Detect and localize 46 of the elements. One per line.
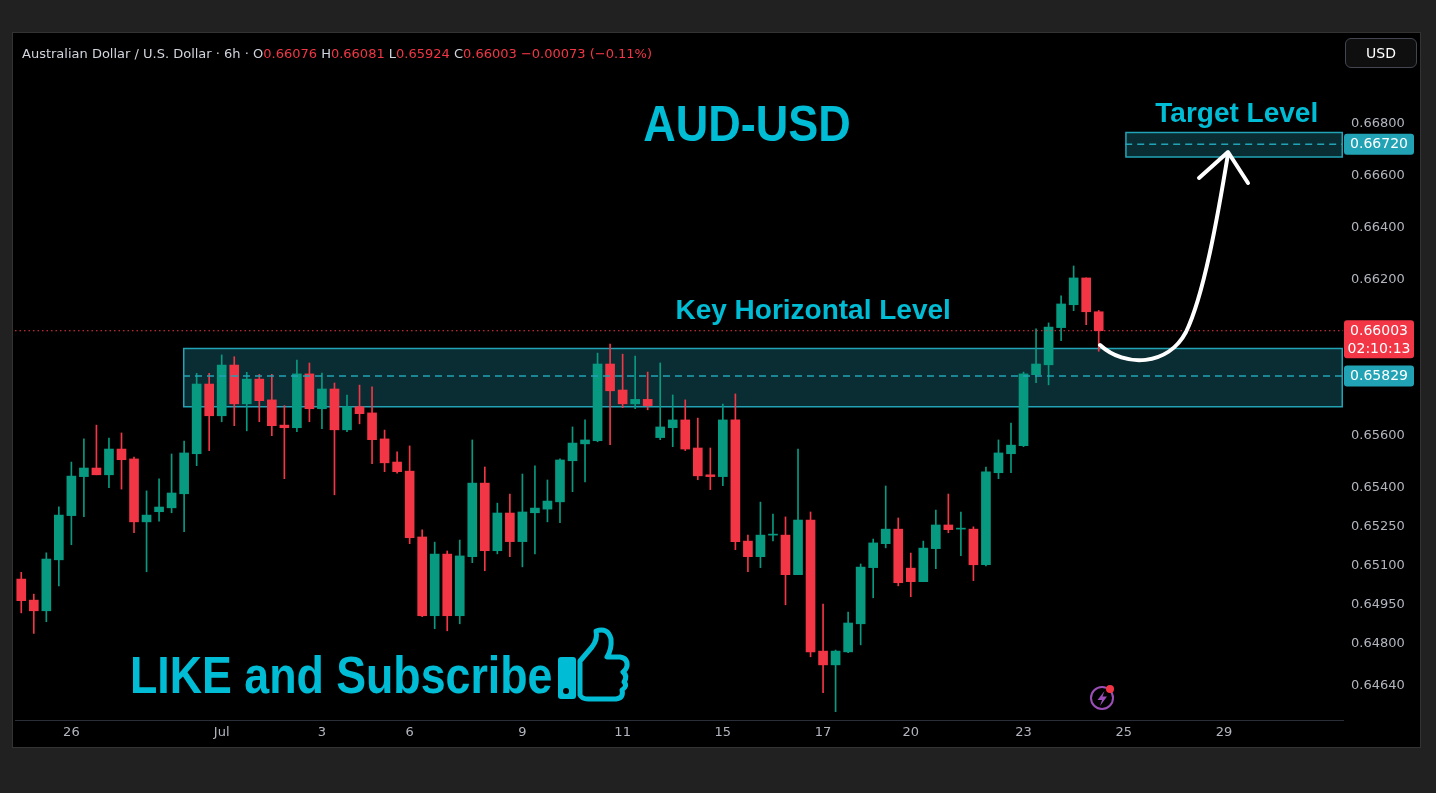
x-tick-label: 25 — [1115, 724, 1133, 740]
x-tick-label: 11 — [614, 724, 631, 740]
text: 02:10:13 — [1347, 340, 1411, 357]
candlestick — [1006, 422, 1016, 474]
y-tick-label: 0.64950 — [1351, 595, 1405, 611]
x-tick-label: Jul — [212, 724, 230, 740]
y-tick-label: 0.65400 — [1351, 478, 1405, 494]
band-label: Key Horizontal Level — [675, 294, 951, 326]
currency-button: USD — [1345, 38, 1417, 68]
candlestick — [1031, 328, 1041, 384]
candlestick — [79, 438, 89, 517]
candlestick — [530, 465, 540, 555]
candlestick — [880, 485, 891, 549]
candlestick — [705, 447, 716, 490]
band-label: Target Level — [1155, 96, 1319, 128]
x-tick-label: 6 — [405, 724, 414, 740]
y-tick-label: 0.66800 — [1351, 114, 1405, 130]
y-tick-label: 0.66400 — [1351, 218, 1405, 234]
y-tick-label: 0.65100 — [1351, 556, 1405, 572]
y-tick-label: 0.64640 — [1351, 676, 1405, 692]
ref-line-label: 0.66720 — [1350, 135, 1408, 152]
x-tick-label: 17 — [814, 724, 832, 740]
y-tick-label: 0.64800 — [1351, 634, 1405, 650]
candlestick — [580, 419, 590, 483]
candlestick — [154, 478, 164, 522]
x-tick-label: 26 — [63, 724, 80, 740]
candlestick — [642, 371, 653, 411]
y-tick-label: 0.65250 — [1351, 517, 1405, 533]
y-tick-label: 0.66600 — [1351, 166, 1405, 182]
x-tick-label: 9 — [518, 724, 527, 740]
candlestick — [818, 603, 828, 694]
candlestick — [655, 362, 666, 441]
y-tick-label: 0.65600 — [1351, 426, 1405, 442]
ref-line-label: 0.65829 — [1350, 367, 1408, 384]
x-tick-label: 29 — [1215, 724, 1233, 740]
text: Australian Dollar / U.S. Dollar · 6h · O0.66076 H0.66081 L0.65924 C0.66003 −0.00073 (−0.11%) — [22, 46, 653, 61]
candlestick — [630, 355, 640, 410]
candlestick — [667, 394, 678, 448]
x-tick-label: 3 — [317, 724, 327, 740]
text: AUD-USD — [643, 95, 851, 153]
ref-line-label: 0.66003 — [1350, 321, 1408, 338]
x-tick-label: 23 — [1015, 724, 1032, 740]
annotation: LIKE and Subscribe — [130, 645, 553, 705]
x-tick-label: 15 — [714, 724, 732, 740]
y-tick-label: 0.66200 — [1351, 270, 1405, 286]
x-tick-label: 20 — [902, 724, 920, 740]
